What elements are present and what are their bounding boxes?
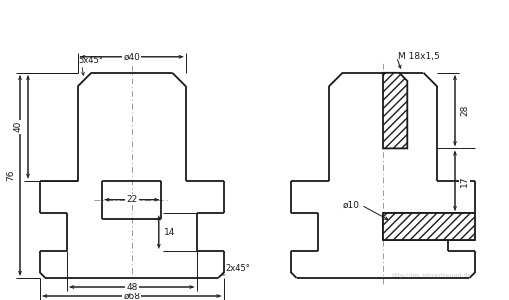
Text: http://tec.lehrerfreund.de: http://tec.lehrerfreund.de xyxy=(391,272,471,278)
Polygon shape xyxy=(382,213,474,240)
Text: 2x45°: 2x45° xyxy=(225,264,250,273)
Text: 22: 22 xyxy=(126,195,137,204)
Text: 28: 28 xyxy=(459,105,468,116)
Text: M 18x1,5: M 18x1,5 xyxy=(398,52,439,61)
Polygon shape xyxy=(382,73,407,148)
Text: 76: 76 xyxy=(6,170,15,181)
Text: ø10: ø10 xyxy=(342,201,359,210)
Text: 40: 40 xyxy=(14,121,23,133)
Text: 48: 48 xyxy=(126,283,137,292)
Text: 17: 17 xyxy=(459,175,468,187)
Text: 14: 14 xyxy=(163,228,175,237)
Text: ø40: ø40 xyxy=(123,52,140,61)
Text: 5x45°: 5x45° xyxy=(79,56,103,65)
Text: ø68: ø68 xyxy=(123,292,140,300)
